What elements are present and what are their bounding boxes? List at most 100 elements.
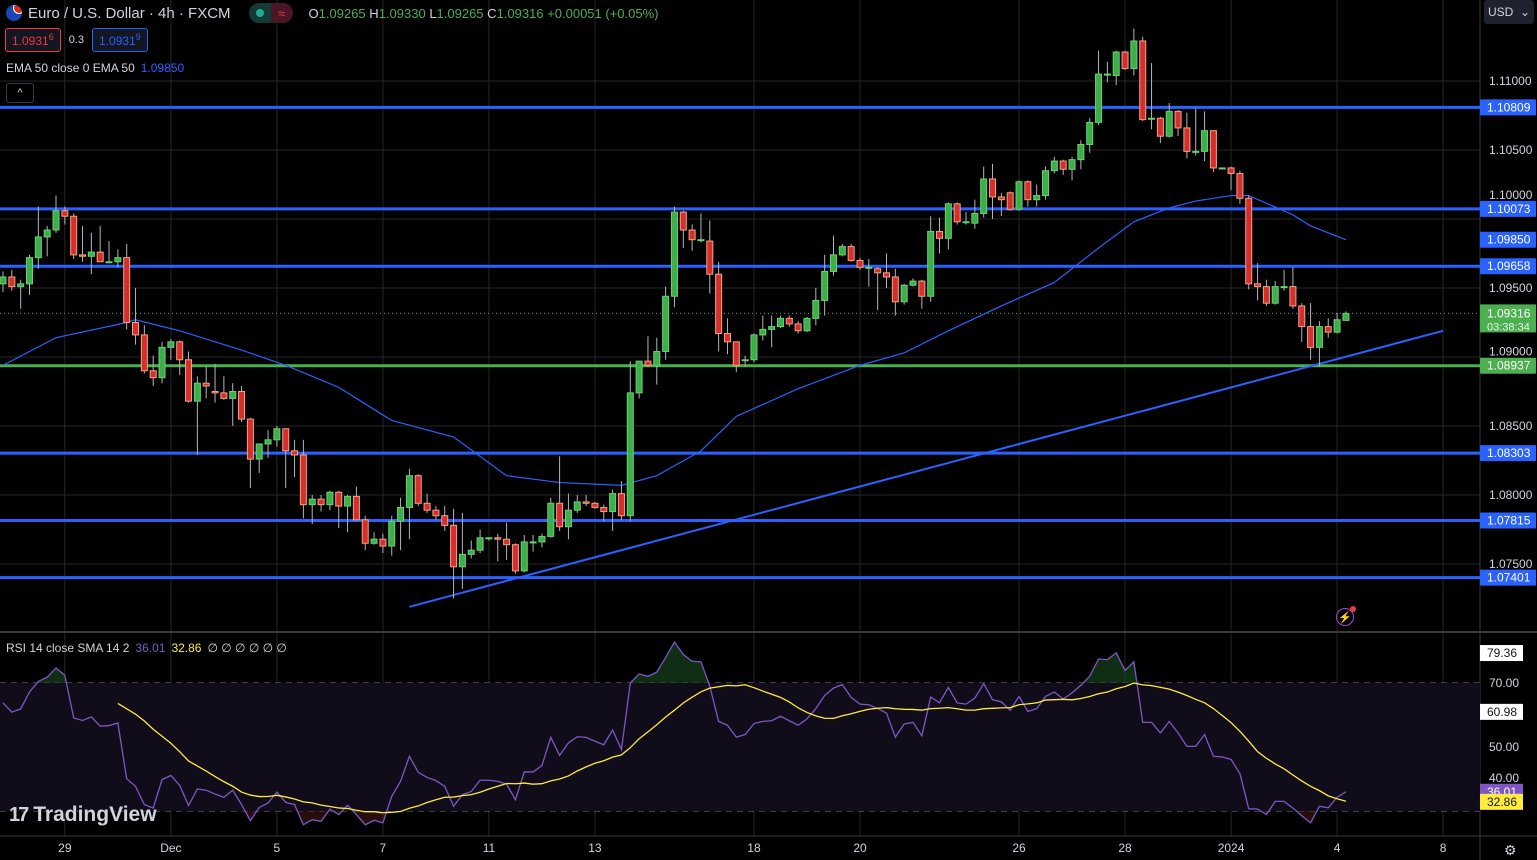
rsi-tag xyxy=(1480,645,1523,662)
candle-up xyxy=(17,283,25,288)
rsi-value: 36.01 xyxy=(135,641,166,655)
candle-down xyxy=(423,502,431,511)
candle-down xyxy=(617,493,625,517)
candle-down xyxy=(432,509,440,517)
candle-down xyxy=(918,280,926,297)
candle-up xyxy=(87,251,95,257)
candle-down xyxy=(644,360,652,366)
settings-gear-icon[interactable]: ⚙ xyxy=(1504,842,1517,858)
candle-down xyxy=(785,317,793,325)
candle-up xyxy=(776,317,784,328)
rsi-legend[interactable]: RSI 14 close SMA 14 2 36.01 32.86 ∅ ∅ ∅ ∅ ∅… xyxy=(6,641,287,655)
rsi-tick-label: 70.00 xyxy=(1489,676,1519,690)
candle-up xyxy=(759,328,767,336)
candle-down xyxy=(185,359,193,402)
rsi-tick-label: 50.00 xyxy=(1489,740,1519,754)
level-tag-text: 1.10809 xyxy=(1487,100,1531,114)
status-pills[interactable]: ≈ xyxy=(248,3,293,23)
candle-up xyxy=(1050,160,1058,172)
candle-up xyxy=(1315,326,1323,348)
candle-up xyxy=(1077,143,1085,161)
candle-up xyxy=(564,509,572,528)
candle-up xyxy=(1218,167,1226,170)
candle-up xyxy=(547,502,555,537)
level-tag-text: 1.07401 xyxy=(1487,571,1531,585)
trendline-group[interactable] xyxy=(409,329,1444,608)
price-tick-label: 1.11000 xyxy=(1489,74,1532,88)
candle-up xyxy=(865,266,873,269)
candle-up xyxy=(0,276,7,285)
rsi-sma-line xyxy=(117,682,1347,814)
spread: 0.3 xyxy=(68,34,85,46)
candle-down xyxy=(1006,192,1014,210)
candle-down xyxy=(715,273,723,335)
candle-up xyxy=(26,257,34,285)
level-tag xyxy=(1480,357,1536,374)
candle-up xyxy=(1201,130,1209,152)
candle-down xyxy=(1227,167,1235,174)
candle-up xyxy=(927,230,935,297)
candle-up xyxy=(768,326,776,330)
candle-down xyxy=(246,418,254,460)
candle-up xyxy=(273,428,281,441)
candle-up xyxy=(538,535,546,543)
ema-legend[interactable]: EMA 50 close 0 EMA 50 1.09850 xyxy=(6,61,184,75)
candle-down xyxy=(220,392,228,399)
time-tick-label: 29 xyxy=(58,841,72,855)
candles xyxy=(0,28,1350,599)
candle-down xyxy=(1298,305,1306,328)
sell-price: 1.0931 xyxy=(12,34,49,48)
candle-down xyxy=(847,246,855,261)
candle-down xyxy=(1024,181,1032,201)
buy-button[interactable]: 1.09319 xyxy=(92,28,148,52)
time-tick-label: 4 xyxy=(1334,841,1341,855)
open-label: O xyxy=(308,5,319,21)
sell-button[interactable]: 1.09316 xyxy=(5,28,61,52)
horizontal-levels[interactable] xyxy=(0,105,1480,580)
level-tag xyxy=(1480,200,1536,217)
candle-up xyxy=(344,495,352,507)
time-tick-label: 13 xyxy=(588,841,602,855)
candle-up xyxy=(821,270,829,301)
candle-down xyxy=(1324,326,1332,333)
price-tick-label: 1.08500 xyxy=(1489,419,1533,433)
chevron-down-icon: ⌄ xyxy=(1519,5,1530,19)
candle-up xyxy=(326,491,334,506)
price-tick-label: 1.09000 xyxy=(1489,345,1533,359)
candle-up xyxy=(308,498,316,506)
candle-up xyxy=(34,236,42,259)
candle-down xyxy=(70,215,78,256)
trendline[interactable] xyxy=(409,329,1444,608)
rsi-tag-text: 32.86 xyxy=(1487,795,1517,809)
candle-up xyxy=(43,229,51,238)
approx-icon[interactable]: ≈ xyxy=(270,3,293,23)
buy-price: 1.0931 xyxy=(99,34,136,48)
candle-down xyxy=(874,268,882,274)
candle-down xyxy=(503,538,511,546)
candle-down xyxy=(891,276,899,303)
candle-up xyxy=(697,239,705,242)
rsi-tag-text: 79.36 xyxy=(1487,646,1517,660)
candle-up xyxy=(1271,286,1279,304)
currency-button[interactable]: USD ⌄ xyxy=(1484,0,1534,24)
lightning-icon[interactable]: ⚡ xyxy=(1336,606,1356,626)
close-label: C xyxy=(487,5,497,21)
candle-up xyxy=(264,439,272,445)
candle-up xyxy=(1015,181,1023,210)
candle-down xyxy=(997,196,1005,201)
ema-legend-value: 1.09850 xyxy=(140,61,185,75)
candle-up xyxy=(1333,319,1341,333)
price-tick-label: 1.07500 xyxy=(1489,557,1533,571)
symbol-title[interactable]: Euro / U.S. Dollar · 4h · FXCM xyxy=(28,4,231,22)
collapse-legend-button[interactable]: ^ xyxy=(6,83,34,103)
candle-up xyxy=(229,391,237,399)
price-tick-label: 1.08000 xyxy=(1489,488,1533,502)
rsi-tag-text: 60.98 xyxy=(1487,705,1517,719)
candle-up xyxy=(662,295,670,352)
candle-up xyxy=(193,382,201,402)
candle-up xyxy=(653,350,661,366)
candle-up xyxy=(467,549,475,555)
axes[interactable]: 1.11000 1.10500 1.10000 1.09500 1.09000 1.085… xyxy=(58,74,1536,855)
green-dot-icon[interactable] xyxy=(248,3,271,23)
